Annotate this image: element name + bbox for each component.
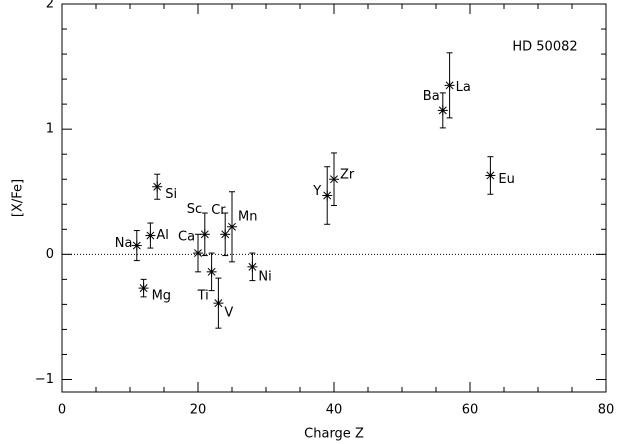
- point-label: Ba: [423, 89, 440, 104]
- error-bar: [439, 92, 446, 129]
- x-axis-label: Charge Z: [304, 427, 364, 442]
- error-bar: [249, 252, 256, 282]
- point-label: Ca: [178, 230, 195, 245]
- error-bar: [331, 152, 337, 207]
- error-bar: [147, 222, 154, 249]
- error-bar: [215, 277, 222, 329]
- error-bar: [487, 156, 494, 195]
- point-label: Ni: [258, 269, 271, 284]
- point-label: Si: [165, 187, 177, 202]
- error-bar: [222, 212, 229, 257]
- error-bar: [208, 252, 215, 292]
- x-tick-label: 60: [462, 403, 479, 418]
- point-label: Ti: [197, 288, 209, 303]
- point-label: La: [456, 80, 471, 95]
- annotation: HD 50082: [512, 40, 577, 55]
- error-bar: [140, 278, 147, 298]
- x-tick-label: 40: [326, 403, 343, 418]
- y-tick-label: 2: [46, 0, 54, 12]
- point-label: Eu: [498, 172, 514, 187]
- point-label: V: [224, 306, 233, 321]
- point-label: Cr: [211, 203, 226, 218]
- error-bar: [201, 212, 208, 257]
- y-axis-label: [X/Fe]: [11, 179, 26, 217]
- y-tick-label: −1: [35, 372, 54, 387]
- error-bar: [229, 191, 235, 263]
- error-bar: [154, 173, 161, 200]
- error-bar: [446, 52, 453, 119]
- error-bar: [324, 166, 331, 225]
- point-label: Mg: [152, 289, 171, 304]
- y-tick-label: 0: [46, 247, 54, 262]
- point-label: Al: [156, 228, 169, 243]
- point-label: Na: [115, 236, 133, 251]
- x-tick-label: 0: [58, 403, 66, 418]
- point-label: Y: [312, 184, 321, 199]
- y-tick-label: 1: [46, 122, 54, 137]
- point-label: Sc: [187, 202, 202, 217]
- point-label: Mn: [238, 209, 257, 224]
- point-label: Zr: [340, 168, 355, 183]
- x-tick-label: 80: [598, 403, 615, 418]
- x-tick-label: 20: [190, 403, 207, 418]
- error-bar: [133, 230, 140, 262]
